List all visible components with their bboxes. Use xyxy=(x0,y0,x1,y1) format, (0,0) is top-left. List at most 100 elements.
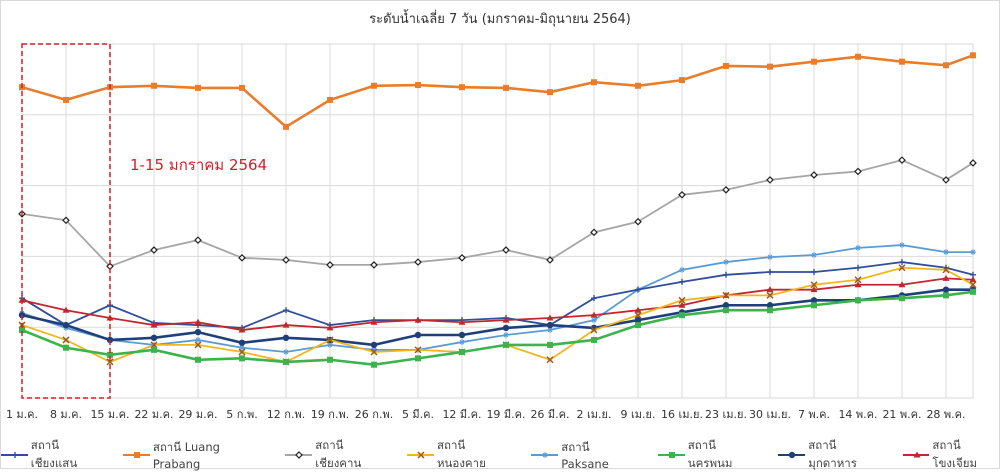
data-point xyxy=(766,176,774,184)
data-point xyxy=(414,316,422,323)
data-point xyxy=(811,268,817,275)
highlight-box xyxy=(21,43,111,399)
data-point xyxy=(63,344,69,351)
x-tick-label: 12 ก.พ. xyxy=(267,408,305,421)
data-point xyxy=(542,452,549,458)
data-point xyxy=(590,326,598,334)
data-point xyxy=(591,295,597,302)
data-point xyxy=(635,286,641,293)
data-point xyxy=(417,451,425,459)
legend-label: สถานี Paksane xyxy=(561,440,609,471)
x-tick-label: 26 มี.ค. xyxy=(530,408,569,421)
data-point xyxy=(282,321,290,328)
legend-swatch-icon xyxy=(407,451,434,459)
data-point xyxy=(899,295,905,302)
data-point xyxy=(150,334,158,342)
x-tick-label: 19 ก.พ. xyxy=(311,408,349,421)
data-point xyxy=(458,253,466,262)
legend-item: สถานีมุกดาหาร xyxy=(777,437,879,473)
data-point xyxy=(370,261,378,269)
data-point xyxy=(898,264,906,272)
x-tick-label: 14 พ.ค. xyxy=(838,408,877,421)
legend-label: สถานี Luang Prabang xyxy=(152,440,220,471)
series-2 xyxy=(18,156,977,271)
data-point xyxy=(591,336,597,343)
legend-item: สถานีหนองคาย xyxy=(406,437,508,473)
data-point xyxy=(722,185,730,194)
series-line xyxy=(21,159,974,268)
legend-swatch-icon xyxy=(902,451,930,458)
data-point xyxy=(767,63,773,70)
data-point xyxy=(458,318,466,325)
data-point xyxy=(151,82,157,89)
data-point xyxy=(195,336,201,343)
data-point xyxy=(942,176,950,184)
data-point xyxy=(855,264,861,271)
data-point xyxy=(679,278,685,285)
data-point xyxy=(502,324,510,332)
legend-label: สถานีเชียงคาน xyxy=(315,438,362,470)
data-point xyxy=(767,307,773,314)
data-point xyxy=(327,96,333,103)
data-point xyxy=(195,84,201,91)
data-point xyxy=(899,58,905,65)
legend-item: สถานีเชียงคาน xyxy=(284,437,384,473)
data-point xyxy=(546,314,554,321)
data-point xyxy=(668,452,675,458)
legend-swatch-icon xyxy=(123,452,150,458)
x-tick-label: 30 เม.ย. xyxy=(749,408,791,421)
data-point xyxy=(282,256,290,264)
data-point xyxy=(766,302,774,309)
legend-label: สถานีโขงเจียม xyxy=(932,438,978,470)
data-point xyxy=(194,236,202,244)
data-point xyxy=(62,321,70,329)
x-tick-label: 16 เม.ย. xyxy=(661,408,703,421)
series-1 xyxy=(19,52,976,130)
data-point xyxy=(590,311,598,318)
data-point xyxy=(107,351,113,358)
series-5 xyxy=(19,288,976,368)
data-point xyxy=(811,302,817,309)
data-point xyxy=(282,334,290,342)
x-tick-label: 28 พ.ค. xyxy=(926,408,965,421)
data-point xyxy=(635,82,641,89)
data-point xyxy=(546,321,554,329)
x-tick-label: 1 ม.ค. xyxy=(6,408,38,421)
data-point xyxy=(766,291,774,299)
data-point xyxy=(969,281,977,289)
data-point xyxy=(678,301,686,308)
data-point xyxy=(591,317,597,324)
series-line xyxy=(21,54,974,129)
x-tick-label: 2 เม.ย. xyxy=(577,408,612,421)
x-tick-label: 9 เม.ย. xyxy=(621,408,656,421)
data-point xyxy=(238,326,246,333)
data-point xyxy=(547,89,553,96)
data-point xyxy=(195,356,201,363)
data-point xyxy=(723,62,729,69)
data-point xyxy=(414,331,422,339)
series-3 xyxy=(18,264,977,366)
data-point xyxy=(150,321,158,328)
x-tick-label: 21 พ.ค. xyxy=(882,408,921,421)
x-tick-label: 23 เม.ย. xyxy=(705,408,747,421)
data-point xyxy=(970,249,976,256)
legend-item: สถานีเชียงแสน xyxy=(0,437,100,473)
data-point xyxy=(134,452,141,458)
data-point xyxy=(283,348,289,355)
data-point xyxy=(106,358,114,366)
data-point xyxy=(899,242,905,249)
series-line xyxy=(21,266,974,363)
series-line xyxy=(21,261,974,329)
legend-swatch-icon xyxy=(778,451,806,459)
data-point xyxy=(502,316,510,323)
data-point xyxy=(634,311,642,319)
data-point xyxy=(942,266,950,274)
data-point xyxy=(370,318,378,325)
legend-swatch-icon xyxy=(285,451,313,459)
data-point xyxy=(415,355,421,362)
data-point xyxy=(811,58,817,65)
data-point xyxy=(283,123,289,130)
data-point xyxy=(767,268,773,275)
data-point xyxy=(810,281,818,289)
